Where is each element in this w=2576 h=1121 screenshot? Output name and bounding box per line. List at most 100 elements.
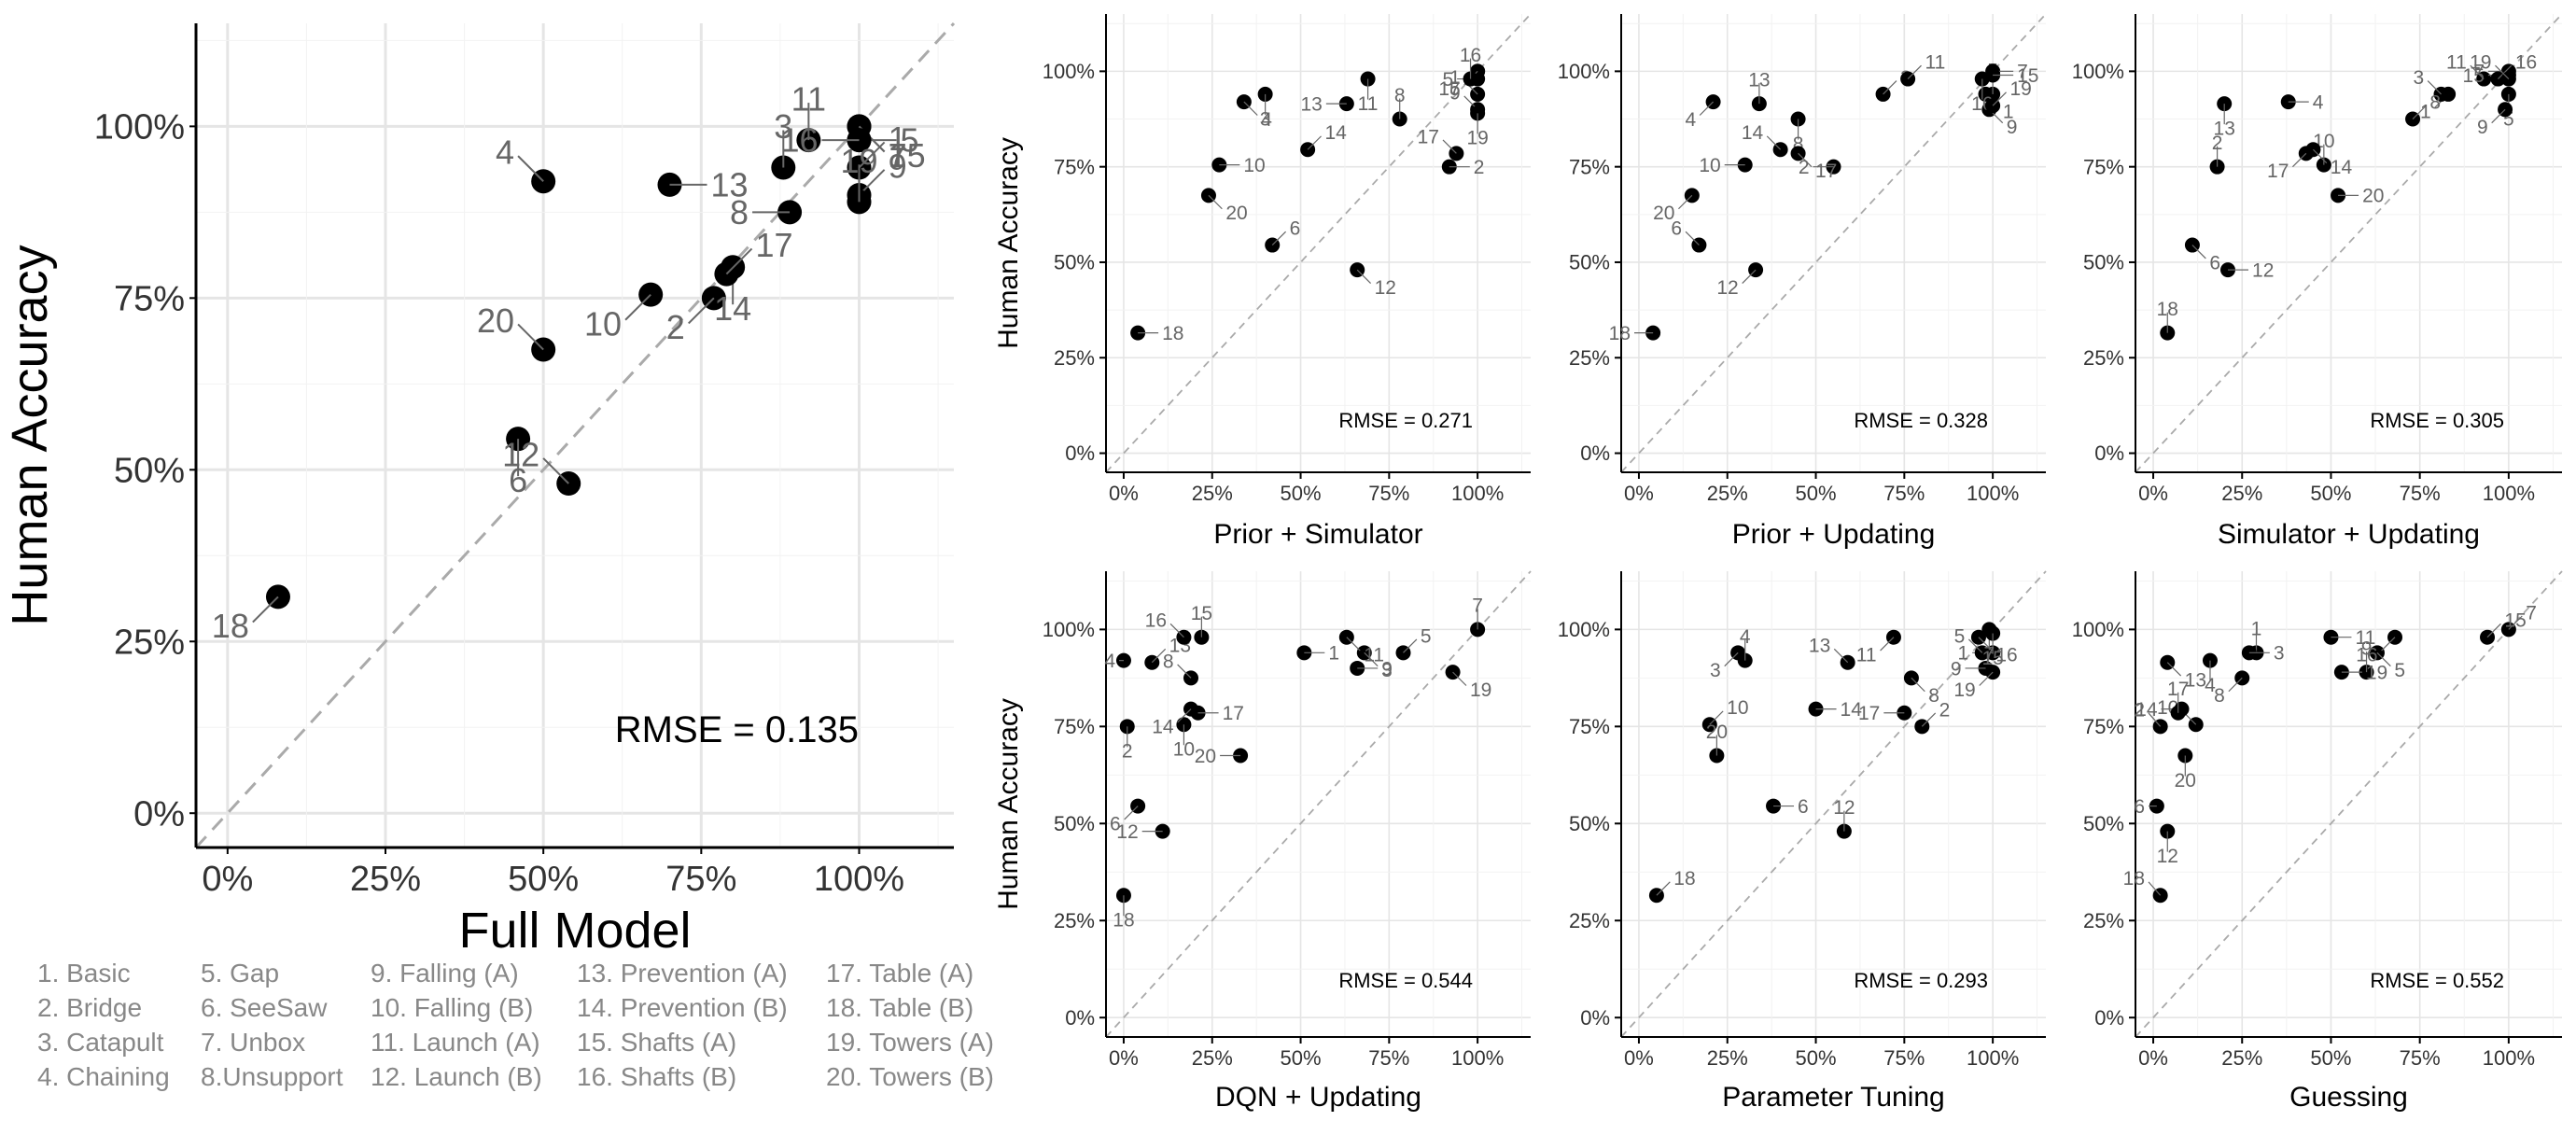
point-label: 14 bbox=[1325, 122, 1348, 144]
point-label: 3 bbox=[2274, 643, 2285, 665]
point-label: 4 bbox=[1261, 109, 1272, 131]
y-tick-label: 50% bbox=[2083, 812, 2124, 835]
legend-item: 7. Unbox bbox=[201, 1028, 306, 1057]
point-label: 9 bbox=[2007, 117, 2018, 138]
point-label: 14 bbox=[1841, 699, 1863, 721]
y-tick-label: 25% bbox=[2083, 346, 2124, 370]
point-label: 17 bbox=[1223, 703, 1244, 724]
point-label: 16 bbox=[1995, 644, 2017, 666]
point-label: 19 bbox=[2366, 662, 2387, 683]
legend-item: 3. Catapult bbox=[37, 1028, 164, 1057]
label-leader bbox=[517, 155, 544, 182]
reference-line bbox=[1105, 570, 1532, 1038]
point-label: 16 bbox=[780, 121, 818, 160]
y-tick-label: 25% bbox=[114, 624, 185, 663]
x-tick-label: 50% bbox=[2310, 482, 2351, 505]
reference-line bbox=[2135, 570, 2563, 1038]
x-tick-label: 25% bbox=[2221, 482, 2262, 505]
point-label: 7 bbox=[2526, 602, 2537, 624]
x-tick-label: 0% bbox=[202, 860, 253, 899]
point-label: 20 bbox=[2362, 186, 2384, 207]
point-label: 6 bbox=[1110, 813, 1121, 834]
point-label: 10 bbox=[1727, 697, 1748, 719]
point-label: 19 bbox=[2470, 52, 2491, 74]
point-label: 11 bbox=[791, 80, 826, 119]
point-label: 8 bbox=[2214, 685, 2225, 707]
legend-item: 2. Bridge bbox=[37, 993, 143, 1022]
label-leader bbox=[1169, 623, 1184, 638]
point-label: 17 bbox=[1815, 161, 1837, 182]
x-tick-label: 75% bbox=[1368, 482, 1409, 505]
label-leader bbox=[2381, 637, 2396, 652]
point-label: 9 bbox=[1951, 658, 1962, 680]
task-legend: 1. Basic 2. Bridge 3. Catapult 4. Chaini… bbox=[0, 956, 1027, 1114]
point-label: 15 bbox=[2504, 610, 2526, 632]
legend-item: 1. Basic bbox=[37, 959, 131, 988]
scatter-panel-1: 0% 25% 50% 75% 100% 0% 25% 50% 75% 100% Full Model… bbox=[2, 21, 956, 959]
point-label: 13 bbox=[1300, 94, 1322, 116]
y-tick-label: 0% bbox=[1580, 441, 1610, 465]
x-tick-label: 0% bbox=[1624, 482, 1654, 505]
point-label: 1 bbox=[2003, 102, 2014, 123]
legend-item: 8.Unsupport bbox=[201, 1062, 343, 1091]
label-leader bbox=[1911, 677, 1925, 693]
label-leader bbox=[2191, 245, 2206, 259]
x-tick-label: 50% bbox=[1796, 1046, 1837, 1070]
y-tick-label: 0% bbox=[2094, 1006, 2124, 1030]
point-label: 12 bbox=[502, 435, 539, 473]
y-tick-label: 100% bbox=[94, 108, 185, 147]
point-label: 3 bbox=[1710, 660, 1721, 681]
point-label: 2 bbox=[1474, 157, 1485, 178]
legend-column: 9. Falling (A) 10. Falling (B) 11. Launc… bbox=[371, 956, 542, 1094]
y-tick-label: 75% bbox=[2083, 155, 2124, 178]
label-leader bbox=[1346, 637, 1361, 652]
point-label: 3 bbox=[1260, 108, 1271, 130]
point-label: 18 bbox=[1162, 323, 1183, 344]
x-tick-label: 75% bbox=[665, 860, 736, 899]
point-label: 5 bbox=[2394, 660, 2405, 681]
point-label: 20 bbox=[1225, 203, 1247, 224]
label-leader bbox=[1709, 710, 1724, 725]
legend-item: 4. Chaining bbox=[37, 1062, 170, 1091]
y-tick-label: 50% bbox=[2083, 251, 2124, 274]
point-label: 12 bbox=[1375, 277, 1396, 299]
point-label: 1 bbox=[1449, 67, 1461, 89]
point-label: 8 bbox=[730, 193, 749, 231]
point-label: 8 bbox=[1928, 685, 1939, 707]
y-tick-label: 50% bbox=[1569, 251, 1610, 274]
point-label: 15 bbox=[889, 136, 926, 175]
point-label: 15 bbox=[1438, 78, 1460, 100]
legend-item: 17. Table (A) bbox=[826, 959, 974, 988]
x-tick-label: 25% bbox=[2221, 1046, 2262, 1070]
legend-item: 12. Launch (B) bbox=[371, 1062, 542, 1091]
y-tick-label: 25% bbox=[1054, 909, 1095, 932]
x-tick-label: 100% bbox=[1451, 1046, 1504, 1070]
point-label: 2 bbox=[1122, 741, 1133, 763]
label-leader bbox=[2412, 105, 2427, 119]
y-tick-label: 0% bbox=[133, 795, 185, 834]
point-label: 2 bbox=[1799, 157, 1810, 178]
x-axis-title: DQN + Updating bbox=[1215, 1082, 1421, 1113]
label-leader bbox=[2148, 712, 2162, 727]
reference-line bbox=[1620, 570, 2047, 1038]
label-leader bbox=[1356, 269, 1372, 284]
label-leader bbox=[2495, 64, 2510, 79]
legend-item: 19. Towers (A) bbox=[826, 1028, 994, 1057]
point-label: 3 bbox=[2413, 67, 2424, 89]
x-tick-label: 75% bbox=[2400, 482, 2441, 505]
point-label: 20 bbox=[1706, 722, 1728, 743]
point-label: 19 bbox=[1466, 128, 1488, 149]
point-label: 14 bbox=[714, 289, 751, 328]
point-label: 4 bbox=[1104, 651, 1115, 672]
x-axis-title: Guessing bbox=[2289, 1082, 2408, 1113]
point-label: 5 bbox=[2503, 108, 2514, 130]
scatter-panel-7: 0% 25% 50% 75% 100% 0% 25% 50% 75% 100% Guessing RM… bbox=[2072, 570, 2563, 1113]
point-label: 2 bbox=[2212, 133, 2223, 154]
point-label: 7 bbox=[1983, 644, 1995, 666]
point-label: 5 bbox=[1421, 625, 1432, 647]
point-label: 2 bbox=[1939, 699, 1951, 721]
y-tick-label: 0% bbox=[2094, 441, 2124, 465]
y-tick-label: 50% bbox=[114, 452, 185, 491]
label-leader bbox=[1307, 135, 1322, 150]
y-tick-label: 100% bbox=[1558, 618, 1610, 641]
